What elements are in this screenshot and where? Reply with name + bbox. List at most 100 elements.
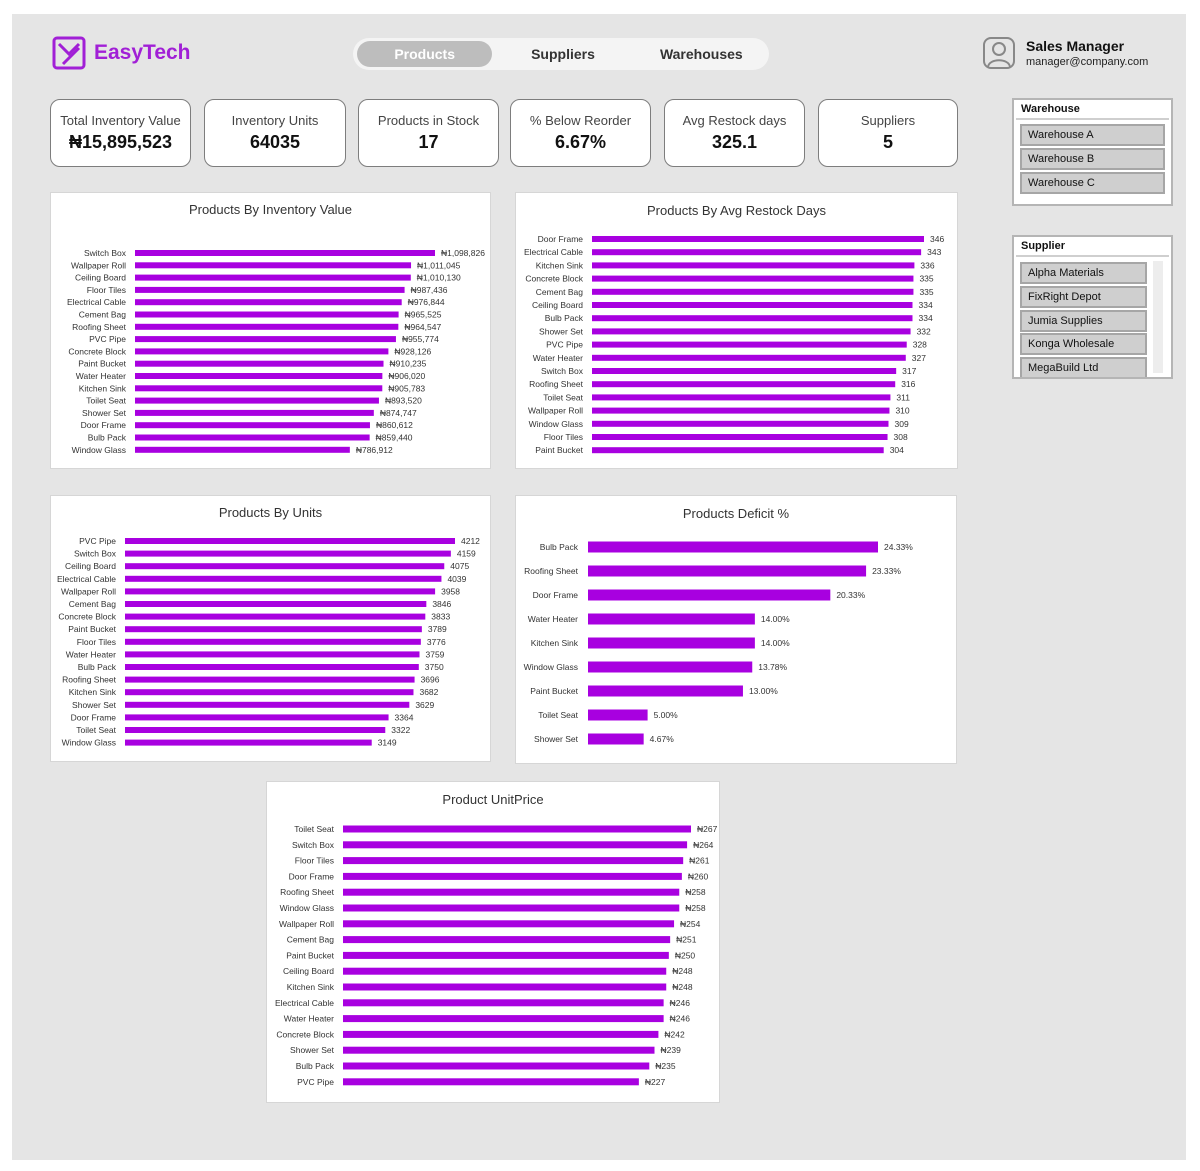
- bar[interactable]: [343, 951, 669, 959]
- bar[interactable]: [592, 249, 922, 256]
- bar[interactable]: [135, 250, 435, 256]
- data-label: 3789: [428, 624, 447, 634]
- bar[interactable]: [125, 664, 419, 670]
- bar[interactable]: [592, 407, 890, 414]
- bar[interactable]: [592, 394, 891, 401]
- bar[interactable]: [135, 311, 399, 318]
- bar[interactable]: [135, 286, 405, 293]
- bar[interactable]: [135, 409, 374, 416]
- bar[interactable]: [592, 368, 897, 374]
- tab-suppliers[interactable]: Suppliers: [531, 46, 595, 62]
- slicer-item-konga-wholesale[interactable]: Konga Wholesale: [1020, 333, 1147, 355]
- bar[interactable]: [125, 575, 442, 582]
- bar[interactable]: [343, 825, 691, 833]
- bar[interactable]: [592, 354, 906, 361]
- bar[interactable]: [135, 373, 383, 379]
- bar[interactable]: [125, 739, 372, 746]
- slicer-item-fixright-depot[interactable]: FixRight Depot: [1020, 286, 1147, 308]
- bar[interactable]: [592, 447, 884, 454]
- bar[interactable]: [125, 638, 421, 645]
- bar[interactable]: [125, 588, 436, 595]
- bar[interactable]: [592, 420, 889, 427]
- slicer-item-warehouse-b[interactable]: Warehouse B: [1020, 148, 1165, 170]
- bar[interactable]: [135, 336, 396, 343]
- bar[interactable]: [588, 565, 867, 577]
- bar[interactable]: [343, 904, 680, 912]
- slicer-item-megabuild-ltd[interactable]: MegaBuild Ltd: [1020, 357, 1147, 377]
- bar[interactable]: [343, 983, 667, 991]
- bar[interactable]: [125, 538, 455, 544]
- bar[interactable]: [125, 727, 386, 733]
- bar[interactable]: [343, 936, 671, 944]
- slicer-item-alpha-materials[interactable]: Alpha Materials: [1020, 262, 1147, 284]
- bar[interactable]: [588, 661, 753, 673]
- bar[interactable]: [135, 274, 411, 281]
- bar[interactable]: [343, 857, 684, 865]
- category-label: Bulb Pack: [545, 313, 584, 323]
- tab-products[interactable]: Products: [357, 41, 493, 67]
- category-label: PVC Pipe: [89, 334, 126, 344]
- bar[interactable]: [343, 920, 675, 928]
- bar[interactable]: [592, 328, 911, 335]
- bar[interactable]: [125, 701, 410, 708]
- bar[interactable]: [592, 302, 913, 308]
- bar[interactable]: [592, 288, 914, 295]
- bar[interactable]: [343, 872, 682, 880]
- bar[interactable]: [592, 381, 896, 388]
- bar[interactable]: [592, 315, 913, 322]
- bar[interactable]: [592, 341, 907, 348]
- slicer-scrollbar[interactable]: [1153, 261, 1163, 373]
- bar[interactable]: [135, 360, 384, 367]
- bar[interactable]: [125, 676, 415, 683]
- bar[interactable]: [592, 434, 888, 440]
- bar[interactable]: [343, 841, 688, 849]
- bar[interactable]: [135, 323, 399, 330]
- data-label: 3750: [425, 662, 444, 672]
- bar[interactable]: [125, 601, 427, 607]
- bar[interactable]: [135, 348, 389, 355]
- bar[interactable]: [588, 637, 755, 649]
- bar[interactable]: [592, 275, 914, 282]
- bar[interactable]: [135, 422, 370, 429]
- bar[interactable]: [343, 999, 664, 1007]
- bar[interactable]: [135, 434, 370, 441]
- bar[interactable]: [588, 733, 644, 745]
- bar[interactable]: [125, 689, 414, 696]
- bar[interactable]: [588, 541, 878, 553]
- brand-logo[interactable]: EasyTech: [52, 36, 191, 70]
- category-label: Kitchen Sink: [69, 687, 117, 697]
- category-label: Shower Set: [539, 326, 584, 336]
- bar[interactable]: [135, 385, 383, 392]
- bar[interactable]: [588, 589, 831, 601]
- category-label: Electrical Cable: [275, 998, 334, 1008]
- bar[interactable]: [343, 1046, 655, 1054]
- bar[interactable]: [343, 1078, 639, 1086]
- bar[interactable]: [343, 1030, 659, 1038]
- user-profile[interactable]: Sales Manager manager@company.com: [982, 36, 1148, 70]
- bar[interactable]: [343, 967, 667, 975]
- slicer-item-jumia-supplies[interactable]: Jumia Supplies: [1020, 310, 1147, 332]
- data-label: 335: [919, 287, 933, 297]
- bar[interactable]: [592, 236, 924, 242]
- bar[interactable]: [135, 262, 412, 269]
- slicer-item-warehouse-c[interactable]: Warehouse C: [1020, 172, 1165, 194]
- bar[interactable]: [135, 397, 379, 404]
- bar[interactable]: [592, 262, 915, 269]
- bar[interactable]: [588, 613, 755, 625]
- bar[interactable]: [343, 1062, 650, 1070]
- bar[interactable]: [125, 613, 426, 620]
- bar[interactable]: [343, 1015, 664, 1023]
- bar[interactable]: [588, 685, 743, 697]
- data-label: ₦235: [655, 1061, 676, 1071]
- bar[interactable]: [125, 626, 422, 633]
- bar[interactable]: [125, 563, 445, 570]
- bar[interactable]: [343, 888, 680, 896]
- bar[interactable]: [135, 299, 402, 306]
- bar[interactable]: [125, 714, 389, 721]
- tab-warehouses[interactable]: Warehouses: [659, 46, 743, 62]
- bar[interactable]: [588, 709, 648, 721]
- slicer-item-warehouse-a[interactable]: Warehouse A: [1020, 124, 1165, 146]
- bar[interactable]: [125, 651, 420, 658]
- bar[interactable]: [135, 446, 350, 453]
- bar[interactable]: [125, 550, 451, 557]
